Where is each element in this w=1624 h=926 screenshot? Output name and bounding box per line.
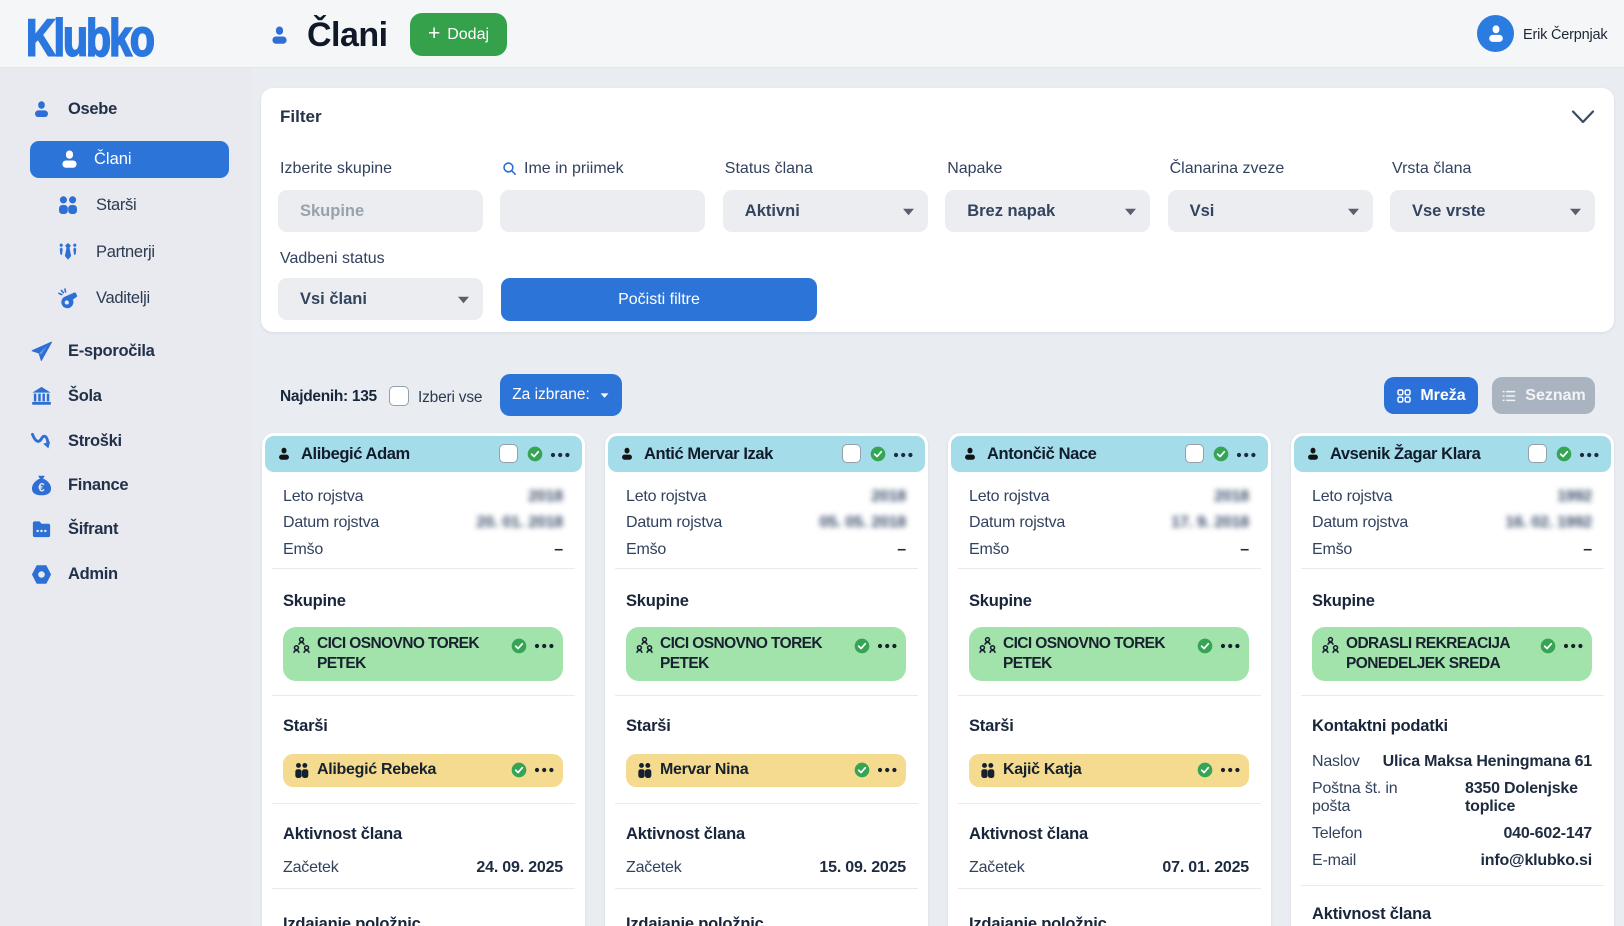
svg-text:€: €	[38, 482, 45, 494]
